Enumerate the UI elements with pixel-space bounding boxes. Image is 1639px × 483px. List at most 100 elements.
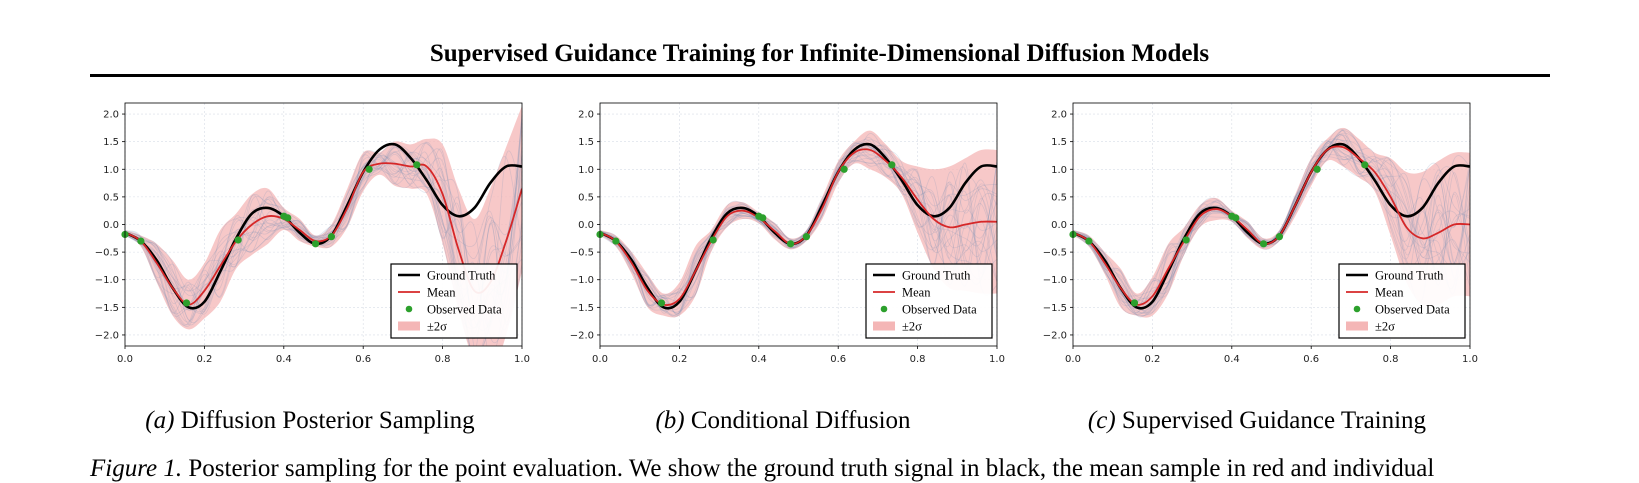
figure-caption-label: Figure 1. (90, 455, 183, 482)
sample-line (1073, 140, 1470, 307)
subcaption-title: Supervised Guidance Training (1121, 407, 1427, 434)
y-tick-label: −1.0 (570, 275, 594, 286)
x-tick-label: 0.8 (1383, 354, 1399, 365)
sample-line (125, 146, 522, 344)
subcaption-a: (a) Diffusion Posterior Sampling (75, 407, 545, 435)
x-tick-label: 1.0 (1462, 354, 1478, 365)
sample-line (600, 147, 997, 300)
subcaption-title: Diffusion Posterior Sampling (180, 407, 475, 434)
observed-point (1275, 233, 1284, 241)
y-tick-label: −1.5 (95, 303, 119, 314)
subcaption-c: (c) Supervised Guidance Training (1022, 407, 1492, 435)
y-tick-label: 0.0 (578, 220, 594, 231)
observed-point (802, 233, 811, 241)
observed-point (1130, 299, 1139, 307)
sample-line (600, 158, 997, 314)
y-tick-label: −2.0 (1043, 330, 1067, 341)
legend-observed-label: Observed Data (1375, 302, 1450, 316)
y-tick-label: 0.5 (103, 192, 119, 203)
y-tick-label: −1.5 (570, 303, 594, 314)
legend-observed-swatch (880, 305, 888, 313)
observed-point (137, 237, 145, 245)
sample-line (1073, 130, 1470, 316)
y-tick-label: −0.5 (95, 248, 119, 259)
observed-point (888, 161, 896, 169)
observed-point (413, 161, 421, 169)
legend: Ground Truth Mean Observed Data ±2σ (390, 263, 518, 339)
observed-point (1259, 240, 1268, 248)
y-tick-label: −1.0 (1043, 275, 1067, 286)
y-tick-label: 0.0 (1051, 220, 1067, 231)
y-tick-label: 1.5 (1051, 137, 1067, 148)
observed-point (234, 236, 242, 244)
y-tick-label: 1.5 (103, 137, 119, 148)
chart-c: 0.0 0.2 0.4 0.6 0.8 1.0 −2.0 −1.5 −1.0 −0.5 0.0 0.5… (1043, 102, 1478, 365)
sample-line (125, 150, 522, 304)
header-rule (90, 74, 1550, 77)
y-tick-label: 1.0 (578, 165, 594, 176)
x-tick-label: 0.8 (435, 354, 451, 365)
sample-line (1073, 140, 1470, 297)
subcaption-label: (a) (145, 407, 175, 434)
y-tick-label: −2.0 (570, 330, 594, 341)
sample-line (125, 126, 522, 315)
observed-point (311, 240, 320, 248)
y-tick-label: −1.5 (1043, 303, 1067, 314)
sample-line (1073, 156, 1470, 314)
legend-observed-swatch (1353, 305, 1361, 313)
legend-band-swatch (1346, 321, 1368, 331)
observed-point (657, 299, 666, 307)
observed-point (365, 165, 373, 173)
legend-observed-swatch (405, 305, 413, 313)
x-tick-label: 0.0 (1065, 354, 1081, 365)
plot-area (600, 130, 997, 318)
sample-line (600, 143, 997, 300)
subcaption-label: (c) (1087, 407, 1116, 434)
legend-band-label: ±2σ (427, 319, 447, 333)
sample-line (600, 141, 997, 316)
legend-mean-label: Mean (902, 285, 931, 299)
x-tick-label: 0.0 (592, 354, 608, 365)
observed-point (1085, 237, 1093, 245)
sample-line (1073, 134, 1470, 304)
legend-mean-label: Mean (1375, 285, 1404, 299)
legend: Ground Truth Mean Observed Data ±2σ (865, 263, 993, 339)
legend-band-swatch (873, 321, 895, 331)
sample-line (125, 152, 522, 318)
y-tick-label: 1.0 (1051, 165, 1067, 176)
observed-point (1182, 236, 1190, 244)
x-tick-label: 0.2 (196, 354, 212, 365)
sample-line (600, 147, 997, 307)
ground-truth-line (125, 142, 522, 310)
sample-line (600, 137, 997, 313)
y-tick-label: 2.0 (1051, 110, 1067, 121)
band-area (600, 130, 997, 318)
sample-line (1073, 138, 1470, 304)
legend-ground-truth-label: Ground Truth (1375, 268, 1444, 282)
x-tick-label: 0.2 (671, 354, 687, 365)
y-tick-label: 0.5 (1051, 192, 1067, 203)
observed-point (840, 165, 848, 173)
x-tick-label: 0.0 (117, 354, 133, 365)
x-tick-label: 1.0 (989, 354, 1005, 365)
y-tick-label: 2.0 (103, 110, 119, 121)
chart-b: 0.0 0.2 0.4 0.6 0.8 1.0 −2.0 −1.5 −1.0 −0.5 0.0 0.5… (570, 102, 1005, 365)
x-tick-label: 0.4 (751, 354, 767, 365)
sample-line (600, 155, 997, 307)
x-tick-label: 1.0 (514, 354, 530, 365)
mean-line (1073, 145, 1470, 306)
observed-point (1361, 161, 1369, 169)
x-tick-label: 0.8 (910, 354, 926, 365)
legend-observed-label: Observed Data (902, 302, 977, 316)
x-tick-label: 0.4 (1224, 354, 1240, 365)
chart-a: 0.0 0.2 0.4 0.6 0.8 1.0 −2.0 −1.5 −1.0 −0.5 0.0 0.5… (95, 102, 530, 365)
y-tick-label: 0.0 (103, 220, 119, 231)
y-tick-label: −2.0 (95, 330, 119, 341)
observed-point (786, 240, 795, 248)
legend-observed-label: Observed Data (427, 302, 502, 316)
x-tick-label: 0.4 (276, 354, 292, 365)
figure-caption: Figure 1. Posterior sampling for the poi… (90, 455, 1560, 483)
observed-point (284, 214, 292, 222)
x-tick-label: 0.2 (1144, 354, 1160, 365)
observed-point (1232, 214, 1240, 222)
